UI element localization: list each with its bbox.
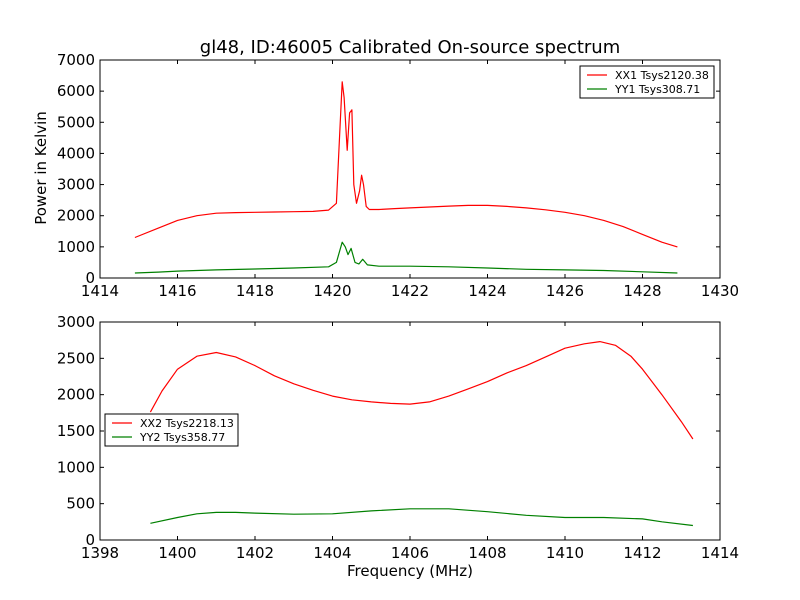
y-tick-label: 1000 — [57, 458, 95, 476]
x-axis-label: Frequency (MHz) — [347, 562, 473, 580]
y-tick-label: 2000 — [57, 386, 95, 404]
x-tick-label: 1400 — [158, 544, 196, 562]
series-line-2-1 — [149, 341, 694, 440]
y-tick-label: 5000 — [57, 113, 95, 131]
x-tick-label: 1422 — [391, 282, 429, 300]
y-tick-label: 6000 — [57, 82, 95, 100]
x-tick-label: 1414 — [701, 544, 739, 562]
y-tick-label: 7000 — [57, 51, 95, 69]
legend-entry: YY2 Tsys358.77 — [139, 431, 225, 444]
x-tick-label: 1408 — [468, 544, 506, 562]
x-tick-label: 1398 — [81, 544, 119, 562]
x-tick-label: 1428 — [623, 282, 661, 300]
y-tick-label: 1000 — [57, 238, 95, 256]
x-tick-label: 1420 — [313, 282, 351, 300]
x-tick-label: 1418 — [236, 282, 274, 300]
x-tick-label: 1406 — [391, 544, 429, 562]
x-tick-label: 1430 — [701, 282, 739, 300]
y-tick-label: 4000 — [57, 144, 95, 162]
series-line-2-2 — [150, 508, 693, 527]
legend-entry: YY1 Tsys308.71 — [614, 83, 700, 96]
x-tick-label: 1402 — [236, 544, 274, 562]
series-line-1-2 — [134, 241, 678, 274]
chart-title: gl48, ID:46005 Calibrated On-source spec… — [200, 37, 620, 58]
legend-box — [104, 413, 239, 447]
x-tick-label: 1404 — [313, 544, 351, 562]
top-plot: 1414 1416 1418 1420 1422 1424 1426 1428 1430 0 100… — [57, 51, 739, 300]
x-tick-label: 1412 — [623, 544, 661, 562]
y-tick-label: 2000 — [57, 207, 95, 225]
x-tick-label: 1416 — [158, 282, 196, 300]
legend-box — [579, 65, 715, 99]
x-tick-label: 1426 — [546, 282, 584, 300]
legend-entry: XX1 Tsys2120.38 — [615, 69, 709, 82]
y-tick-label: 2500 — [57, 349, 95, 367]
y-tick-label: 0 — [85, 531, 95, 549]
series-line-1-1 — [134, 81, 678, 248]
y-tick-label: 3000 — [57, 176, 95, 194]
legend-entry: XX2 Tsys2218.13 — [140, 417, 234, 430]
x-tick-label: 1410 — [546, 544, 584, 562]
x-tick-label: 1414 — [81, 282, 119, 300]
x-tick-label: 1424 — [468, 282, 506, 300]
y-tick-label: 500 — [66, 495, 95, 513]
y-tick-label: 0 — [85, 269, 95, 287]
y-axis-label: Power in Kelvin — [32, 111, 50, 225]
y-tick-label: 3000 — [57, 313, 95, 331]
bottom-plot: 1398 1400 1402 1404 1406 1408 1410 1412 1414 0 500… — [57, 313, 739, 562]
y-tick-label: 1500 — [57, 422, 95, 440]
